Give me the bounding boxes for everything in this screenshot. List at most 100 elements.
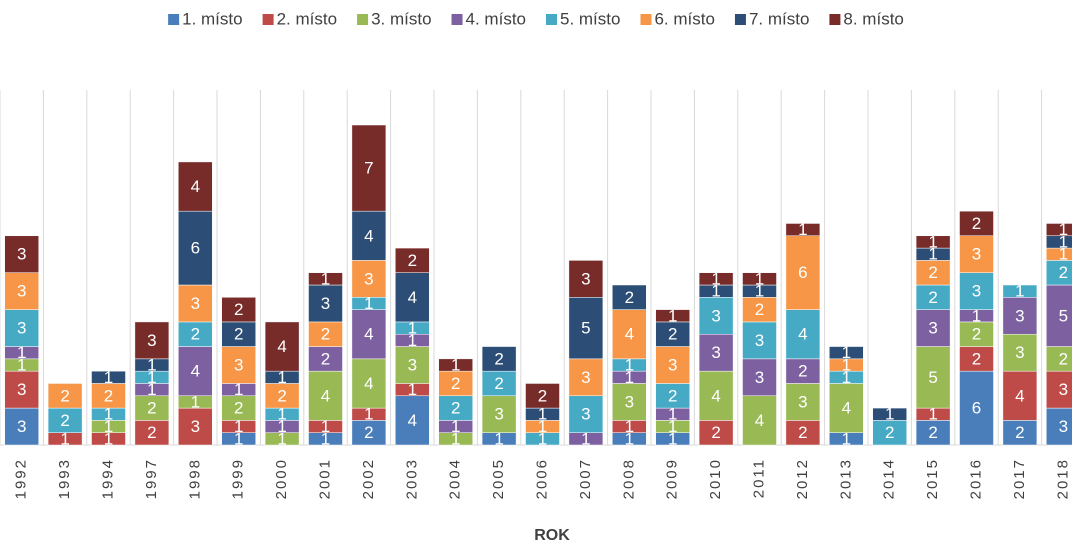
x-tick-label: 2004 xyxy=(447,458,464,499)
legend-swatch xyxy=(262,14,274,25)
bar-segment xyxy=(1002,420,1038,446)
data-label: 3 xyxy=(234,355,243,374)
x-tick-label: 2002 xyxy=(360,458,377,499)
data-label: 2 xyxy=(234,325,243,344)
data-label: 3 xyxy=(972,282,981,301)
legend-swatch xyxy=(829,14,841,25)
data-label: 1 xyxy=(60,429,69,448)
data-label: 1 xyxy=(668,417,677,436)
data-label: 1 xyxy=(321,429,330,448)
data-label: 2 xyxy=(451,399,460,418)
bar-segment xyxy=(1002,284,1038,298)
data-label: 1 xyxy=(321,417,330,436)
data-label: 1 xyxy=(798,220,807,239)
data-label: 3 xyxy=(581,269,590,288)
data-label: 1 xyxy=(928,245,937,264)
bar-segment xyxy=(698,272,734,286)
data-label: 6 xyxy=(972,399,981,418)
bar-segment xyxy=(178,161,213,212)
data-label: 1 xyxy=(364,405,373,424)
legend-label: 8. místo xyxy=(843,9,903,28)
data-label: 2 xyxy=(668,325,677,344)
data-label: 1 xyxy=(668,429,677,448)
bar-segment xyxy=(915,309,951,347)
data-label: 2 xyxy=(494,374,503,393)
data-label: 4 xyxy=(364,325,373,344)
legend-item: 4. místo xyxy=(451,9,526,28)
x-axis-title: ROK xyxy=(534,527,570,544)
data-label: 3 xyxy=(798,392,807,411)
bar-segment xyxy=(1002,370,1038,421)
data-label: 3 xyxy=(408,355,417,374)
bar-segment xyxy=(872,420,907,446)
legend-label: 4. místo xyxy=(466,9,526,28)
data-label: 2 xyxy=(538,386,547,405)
data-label: 6 xyxy=(191,239,200,258)
legend-swatch xyxy=(546,14,557,25)
data-label: 1 xyxy=(972,306,981,325)
data-label: 3 xyxy=(321,294,330,313)
x-tick-label: 1993 xyxy=(56,458,73,499)
data-label: 1 xyxy=(668,306,677,325)
data-label: 1 xyxy=(17,343,26,362)
bar-segment xyxy=(351,210,387,261)
bar-segment xyxy=(395,346,430,384)
data-label: 2 xyxy=(104,386,113,405)
x-tick-label: 1992 xyxy=(13,458,30,499)
bar-segment xyxy=(1046,407,1072,446)
bar-segment xyxy=(872,407,907,421)
data-label: 2 xyxy=(277,386,286,405)
bar-segment xyxy=(915,235,951,249)
data-label: 1 xyxy=(451,417,460,436)
x-tick-label: 2009 xyxy=(664,458,681,499)
data-label: 1 xyxy=(494,429,503,448)
data-label: 1 xyxy=(234,417,243,436)
data-label: 2 xyxy=(60,386,69,405)
bar-segment xyxy=(221,395,256,421)
data-label: 2 xyxy=(494,349,503,368)
bar-segment xyxy=(4,272,39,310)
data-label: 3 xyxy=(17,319,26,338)
data-label: 3 xyxy=(711,343,720,362)
data-label: 1 xyxy=(625,417,634,436)
data-label: 3 xyxy=(1015,343,1024,362)
data-label: 2 xyxy=(451,374,460,393)
bar-segment xyxy=(915,260,951,286)
bar-segment xyxy=(829,383,864,433)
data-label: 4 xyxy=(408,288,417,307)
data-label: 1 xyxy=(451,355,460,374)
data-label: 1 xyxy=(147,355,156,374)
data-label: 2 xyxy=(755,300,764,319)
bar-segment xyxy=(4,309,39,347)
bar-segment xyxy=(438,358,473,372)
legend-item: 7. místo xyxy=(734,9,809,28)
bar-segment xyxy=(915,346,951,409)
bar-segment xyxy=(395,272,430,323)
data-label: 1 xyxy=(408,331,417,350)
bar-segment xyxy=(134,420,170,446)
data-label: 2 xyxy=(191,325,200,344)
bar-segment xyxy=(612,309,647,360)
data-label: 1 xyxy=(321,269,330,288)
bar-segment xyxy=(698,420,734,446)
data-label: 4 xyxy=(625,325,634,344)
data-label: 1 xyxy=(842,368,851,387)
data-label: 2 xyxy=(1059,263,1068,282)
x-tick-label: 1994 xyxy=(99,458,116,499)
bar-segment xyxy=(655,309,690,323)
legend-item: 5. místo xyxy=(546,9,620,28)
data-label: 3 xyxy=(191,417,200,436)
bar-segment xyxy=(351,124,387,212)
bar-segment xyxy=(655,383,690,409)
data-label: 4 xyxy=(711,386,720,405)
bar-segment xyxy=(1002,297,1038,335)
data-label: 1 xyxy=(104,368,113,387)
x-tick-label: 2018 xyxy=(1054,458,1071,499)
bar-segment xyxy=(308,346,343,372)
bar-segment xyxy=(785,420,821,446)
x-tick-label: 2012 xyxy=(794,458,811,499)
data-label: 3 xyxy=(1059,380,1068,399)
bar-segment xyxy=(612,284,647,310)
data-label: 1 xyxy=(625,368,634,387)
data-label: 3 xyxy=(364,269,373,288)
